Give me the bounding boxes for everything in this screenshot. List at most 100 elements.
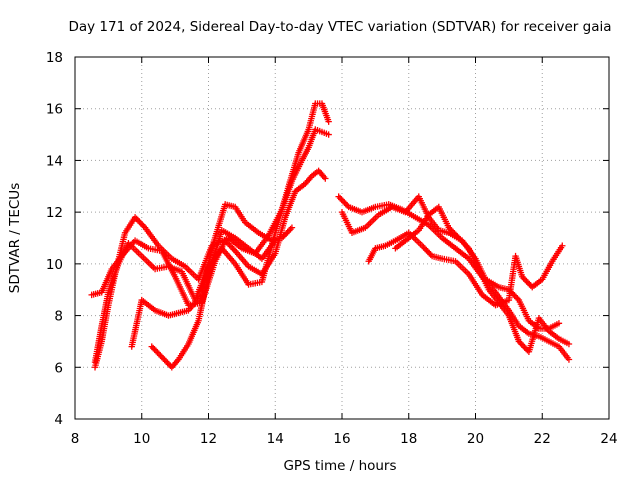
data-point	[509, 290, 517, 298]
data-point	[322, 175, 329, 182]
x-tick-label: 10	[133, 431, 150, 447]
data-point	[519, 342, 527, 350]
data-point	[421, 245, 429, 252]
data-point	[224, 240, 232, 247]
data-point	[287, 225, 294, 233]
data-point	[229, 244, 236, 252]
data-point	[520, 275, 527, 282]
data-point	[325, 118, 332, 125]
data-point	[161, 356, 168, 364]
y-tick-label: 10	[46, 257, 63, 273]
y-tick-label: 16	[46, 102, 63, 118]
x-tick-labels: 8 10 12 14 16 18 20 22 24	[71, 431, 618, 447]
series-track-6	[335, 193, 573, 363]
data-point	[155, 350, 163, 358]
data-point	[230, 246, 237, 253]
data-point	[565, 340, 573, 348]
data-point	[137, 220, 144, 227]
data-point	[518, 341, 525, 348]
data-point	[458, 237, 465, 245]
data-point	[148, 343, 155, 350]
data-point	[344, 202, 351, 209]
data-point	[227, 243, 235, 250]
y-axis-label: SDTVAR / TECUs	[7, 183, 23, 293]
data-point	[341, 199, 348, 206]
y-tick-label: 8	[54, 309, 63, 325]
data-points	[88, 100, 573, 371]
data-point	[447, 225, 454, 233]
data-point	[515, 338, 523, 345]
data-point	[455, 234, 463, 242]
y-tick-label: 6	[54, 360, 63, 376]
data-point	[151, 346, 158, 353]
data-point	[521, 344, 528, 351]
data-point	[226, 241, 233, 249]
data-point	[514, 295, 521, 302]
x-tick-label: 8	[71, 431, 80, 447]
data-point	[152, 347, 160, 355]
data-point	[162, 358, 170, 365]
series-track-5	[148, 227, 279, 371]
data-point	[285, 227, 293, 234]
data-point	[524, 279, 532, 286]
data-point	[521, 276, 529, 283]
data-point	[283, 230, 290, 237]
data-point	[457, 236, 464, 243]
data-point	[517, 339, 524, 347]
x-tick-label: 16	[333, 431, 350, 447]
data-point	[149, 344, 157, 352]
data-point	[452, 231, 460, 239]
data-point	[338, 196, 345, 203]
y-tick-label: 12	[46, 205, 63, 221]
data-point	[559, 242, 566, 249]
x-tick-label: 12	[200, 431, 217, 447]
data-point	[157, 352, 164, 359]
y-tick-label: 18	[46, 50, 63, 66]
chart-title: Day 171 of 2024, Sidereal Day-to-day VTE…	[68, 19, 611, 35]
x-tick-label: 20	[467, 431, 484, 447]
data-point	[160, 355, 167, 362]
data-point	[164, 359, 171, 367]
data-point	[449, 228, 457, 236]
data-point	[154, 349, 161, 356]
axis-ticks	[74, 56, 610, 420]
data-point	[512, 293, 520, 301]
y-tick-label: 4	[54, 412, 63, 428]
series-track-8	[365, 229, 566, 309]
data-point	[131, 214, 139, 221]
data-point	[445, 224, 452, 231]
data-point	[284, 228, 291, 236]
data-point	[339, 197, 347, 205]
data-point	[420, 244, 427, 251]
data-point	[461, 240, 468, 248]
data-point	[325, 131, 332, 138]
data-point	[335, 193, 342, 200]
data-point	[278, 234, 286, 242]
data-point	[223, 238, 230, 246]
data-point	[221, 237, 229, 244]
data-point	[448, 227, 455, 234]
data-point	[451, 230, 458, 237]
data-point	[454, 233, 461, 240]
x-tick-label: 14	[267, 431, 284, 447]
data-point	[281, 231, 288, 239]
data-point	[418, 242, 426, 249]
data-point	[165, 361, 173, 368]
data-point	[522, 345, 530, 353]
data-point	[526, 280, 533, 288]
data-point	[158, 353, 165, 361]
data-point	[336, 194, 344, 202]
y-tick-labels: 4 6 8 10 12 14 16 18	[46, 50, 63, 428]
data-point	[424, 248, 432, 255]
data-point	[342, 200, 350, 208]
data-point	[140, 222, 147, 230]
data-point	[519, 273, 526, 280]
data-point	[464, 243, 471, 251]
data-point	[272, 237, 279, 244]
data-point	[459, 239, 467, 246]
x-tick-label: 18	[400, 431, 417, 447]
x-tick-label: 24	[600, 431, 617, 447]
data-point	[427, 251, 434, 258]
data-point	[280, 233, 287, 240]
